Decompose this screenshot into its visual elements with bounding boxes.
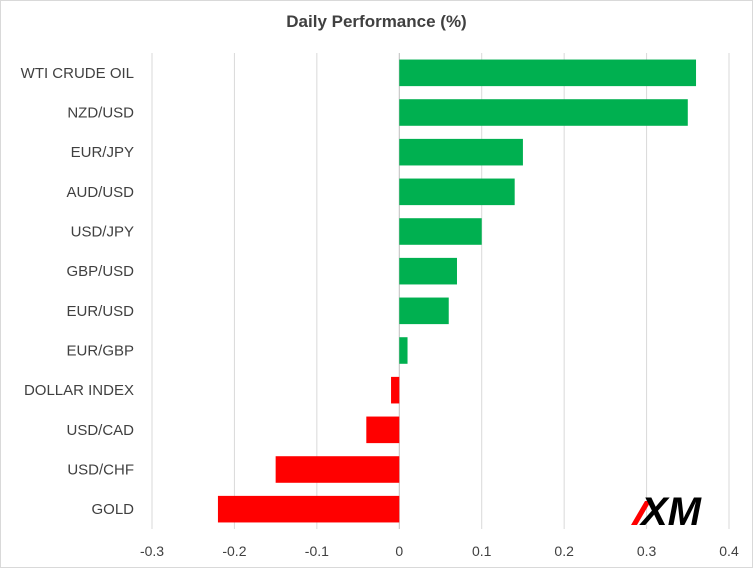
category-label: USD/JPY <box>71 224 134 241</box>
category-label: EUR/JPY <box>71 144 134 161</box>
bar-gbp-usd <box>399 257 457 285</box>
category-label: USD/CHF <box>67 462 134 479</box>
x-tick-label: 0 <box>395 543 403 559</box>
bar-dollar-index <box>391 376 400 404</box>
logo-text: XM <box>639 490 703 534</box>
x-tick-label: 0.1 <box>472 543 492 559</box>
bar-eur-gbp <box>399 337 408 364</box>
xm-logo: XM <box>631 490 703 534</box>
x-tick-label: 0.2 <box>554 543 574 559</box>
bar-nzd-usd <box>399 99 688 126</box>
bar-aud-usd <box>399 178 515 206</box>
x-tick-label: 0.3 <box>637 543 657 559</box>
bar-eur-usd <box>399 297 449 325</box>
chart-title: Daily Performance (%) <box>286 12 467 31</box>
category-label: NZD/USD <box>67 105 134 122</box>
logo-red-stroke <box>631 501 651 525</box>
bar-usd-cad <box>366 416 400 444</box>
x-tick-label: -0.2 <box>222 543 246 559</box>
category-label: WTI CRUDE OIL <box>21 65 134 82</box>
bar-usd-jpy <box>399 218 482 245</box>
category-label: AUD/USD <box>66 184 134 201</box>
category-label: EUR/USD <box>66 303 134 320</box>
category-label: EUR/GBP <box>66 343 134 360</box>
bar-eur-jpy <box>399 138 523 166</box>
bar-gold <box>217 495 400 523</box>
category-label: USD/CAD <box>66 422 134 439</box>
category-label: DOLLAR INDEX <box>24 382 134 399</box>
bar-wti-crude-oil <box>399 59 697 87</box>
x-tick-label: -0.3 <box>140 543 164 559</box>
bar-usd-chf <box>275 456 400 483</box>
category-label: GOLD <box>91 501 134 518</box>
x-tick-label: -0.1 <box>305 543 329 559</box>
x-tick-label: 0.4 <box>719 543 739 559</box>
category-label: GBP/USD <box>66 263 134 280</box>
